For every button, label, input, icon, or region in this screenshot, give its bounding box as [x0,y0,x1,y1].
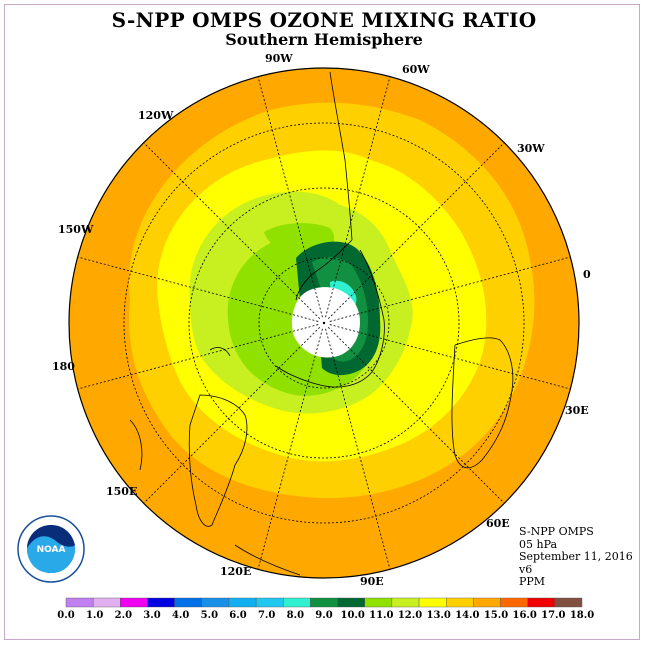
legend-swatch [473,597,501,608]
legend-tick-label: 5.0 [201,610,218,621]
coast-south-america [329,71,353,241]
coast-asia [234,544,301,576]
legend-swatch [554,597,583,608]
legend-tick-label: 15.0 [484,610,508,621]
legend-swatch [201,597,230,608]
legend-tick-label: 12.0 [398,610,422,621]
legend-tick-label: 18.0 [570,610,594,621]
coastlines [129,71,514,576]
legend-tick-label: 1.0 [86,610,103,621]
legend-swatch [500,597,528,608]
legend-tick-label: 13.0 [426,610,450,621]
longitude-labels: 90W 60W 30W 0 30E 60E 90E 120E 150E 180 … [52,52,591,588]
legend-swatch [527,597,556,608]
info-block: S-NPP OMPS 05 hPa September 11, 2016 v6 … [519,525,633,589]
meridian-line [325,328,391,570]
legend-tick-label: 0.0 [57,610,74,621]
map-border [68,67,580,579]
legend-swatch [337,597,365,608]
lon-label-30w: 30W [517,142,545,155]
coast-africa [451,337,514,469]
color-legend: 0.0 1.0 2.0 3.0 4.0 5.0 6.0 7.0 8.0 9.0 10.0 11.0 12… [57,597,594,621]
info-instrument: S-NPP OMPS [519,525,594,538]
coast-ross [209,347,231,357]
info-date: September 11, 2016 [519,550,633,563]
legend-swatch [364,597,393,608]
lon-label-60e: 60E [486,517,510,530]
south-pole-marker [322,321,326,325]
graticule [123,122,525,524]
noaa-logo-text: NOAA [37,545,66,555]
lon-label-90w: 90W [265,52,293,65]
latitude-circle-70 [258,257,390,389]
coast-antarctica [275,249,385,388]
legend-tick-label: 17.0 [541,610,565,621]
meridian-line [327,142,505,320]
legend-swatch [391,597,420,608]
legend-tick-label: 11.0 [369,610,393,621]
legend-swatch [174,597,202,608]
lon-label-30e: 30E [565,404,589,417]
meridians [77,76,571,570]
lon-label-90e: 90E [360,575,384,588]
legend-tick-label: 2.0 [115,610,132,621]
legend-tick-label: 8.0 [287,610,304,621]
info-level: 05 hPa [519,537,558,551]
lon-label-150e: 150E [106,485,137,498]
lon-label-120e: 120E [220,565,251,578]
meridian-line [325,76,391,318]
meridian-line [327,326,505,504]
meridian-line [257,76,323,318]
legend-swatch [120,597,148,608]
latitude-circle-50 [188,187,460,459]
legend-swatch [147,597,175,608]
legend-tick-label: 6.0 [229,610,246,621]
lon-label-60w: 60W [402,63,430,76]
info-units: PPM [519,575,546,588]
legend-swatch [283,597,311,608]
legend-swatch [228,597,257,608]
legend-tick-label: 3.0 [143,610,160,621]
lon-label-150w: 150W [58,223,94,236]
legend-swatch [92,597,121,608]
legend-swatch [446,597,474,608]
lon-label-180: 180 [52,360,75,373]
legend-swatch [310,597,338,608]
meridian-line [77,256,319,322]
map-subtitle: Southern Hemisphere [225,30,423,49]
coast-peninsula [295,239,353,301]
ozone-contours [69,68,579,578]
map-title: S-NPP OMPS OZONE MIXING RATIO [111,8,537,32]
coast-australia [188,394,248,527]
legend-swatch [418,597,447,608]
info-version: v6 [519,562,533,576]
meridian-line [143,142,321,320]
legend-tick-label: 14.0 [455,610,479,621]
no-data-region [291,287,360,358]
lon-label-120w: 120W [138,109,174,122]
legend-tick-label: 9.0 [315,610,332,621]
legend-tick-label: 10.0 [340,610,364,621]
noaa-logo: NOAA [17,515,85,583]
legend-swatch [65,597,94,608]
legend-tick-label: 16.0 [512,610,536,621]
meridian-line [143,326,321,504]
legend-tick-label: 7.0 [258,610,275,621]
meridian-line [257,328,323,570]
legend-swatch [255,597,284,608]
meridian-line [77,324,319,390]
coast-new-zealand [129,419,143,471]
lon-label-0: 0 [583,268,591,281]
legend-tick-label: 4.0 [172,610,189,621]
meridian-line [329,324,571,390]
latitude-circle-30 [123,122,525,524]
meridian-line [329,256,571,322]
